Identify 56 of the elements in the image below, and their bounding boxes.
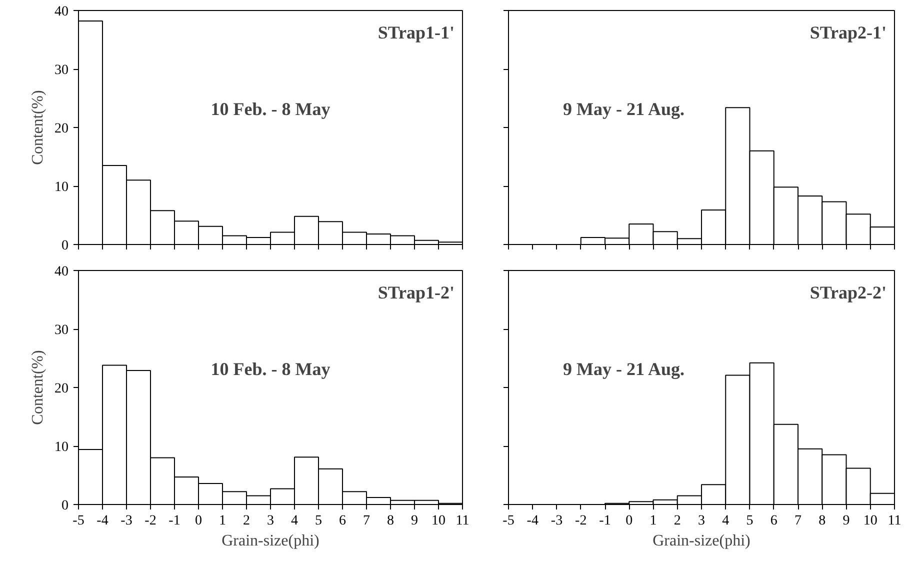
x-tick-label: 4 (722, 514, 730, 528)
x-tick-label: -2 (575, 514, 587, 528)
y-tick-label: 30 (54, 323, 68, 338)
y-tick-label: 20 (54, 382, 68, 396)
x-tick-label: 7 (363, 514, 370, 528)
x-tick-label: 11 (888, 514, 902, 528)
x-tick-label: 6 (339, 514, 346, 528)
x-tick-label: 8 (387, 514, 394, 528)
x-tick-label: -3 (120, 514, 132, 528)
x-tick-label: 1 (650, 514, 657, 528)
x-tick-label: -5 (502, 514, 514, 528)
x-tick-label: 9 (411, 514, 418, 528)
annotation: 9 May - 21 Aug. (563, 98, 685, 119)
x-tick-label: 2 (674, 514, 681, 528)
text: STrap2-1' (810, 22, 887, 42)
x-tick-label: 0 (626, 514, 633, 528)
x-tick-label: 9 (842, 514, 850, 528)
y-axis-title: Content(%) (30, 90, 46, 165)
annotation: 10 Feb. - 8 May (210, 98, 330, 119)
text: STrap1-1' (378, 22, 455, 42)
y-tick-label: 0 (62, 498, 68, 514)
x-tick-label: 5 (746, 514, 754, 528)
text: STrap1-2' (378, 282, 455, 302)
y-tick-label: 10 (54, 440, 68, 455)
x-tick-label: -2 (144, 514, 156, 528)
x-tick-label: 1 (219, 514, 226, 528)
annotation: 9 May - 21 Aug. (563, 358, 685, 379)
annotation: 10 Feb. - 8 May (210, 358, 330, 379)
x-tick-label: 4 (291, 514, 298, 528)
x-tick-label: 11 (456, 514, 470, 528)
y-tick-label: 0 (62, 238, 68, 254)
y-tick-label: 40 (54, 4, 68, 20)
y-axis-title: Content(%) (30, 350, 46, 425)
x-tick-label: -4 (96, 514, 108, 528)
x-tick-label: 10 (863, 514, 878, 528)
x-axis-title: Grain-size(phi) (652, 532, 750, 550)
y-tick-label: 10 (54, 180, 68, 195)
x-tick-label: -5 (72, 514, 84, 528)
text: STrap2-2' (810, 282, 887, 302)
x-tick-label: 10 (432, 514, 446, 528)
x-tick-label: 3 (267, 514, 274, 528)
x-tick-label: 7 (794, 514, 802, 528)
x-tick-label: 3 (698, 514, 705, 528)
x-tick-label: 6 (770, 514, 778, 528)
x-axis-title: Grain-size(phi) (222, 532, 320, 550)
x-tick-label: -1 (599, 514, 611, 528)
x-tick-label: -4 (526, 514, 538, 528)
y-tick-label: 30 (54, 63, 68, 78)
x-tick-label: 8 (818, 514, 826, 528)
x-tick-label: -1 (168, 514, 180, 528)
x-tick-label: -3 (550, 514, 563, 528)
x-tick-label: 0 (195, 514, 202, 528)
y-tick-label: 20 (54, 122, 68, 136)
x-tick-label: 2 (243, 514, 250, 528)
y-tick-label: 40 (54, 264, 68, 280)
x-tick-label: 5 (315, 514, 322, 528)
